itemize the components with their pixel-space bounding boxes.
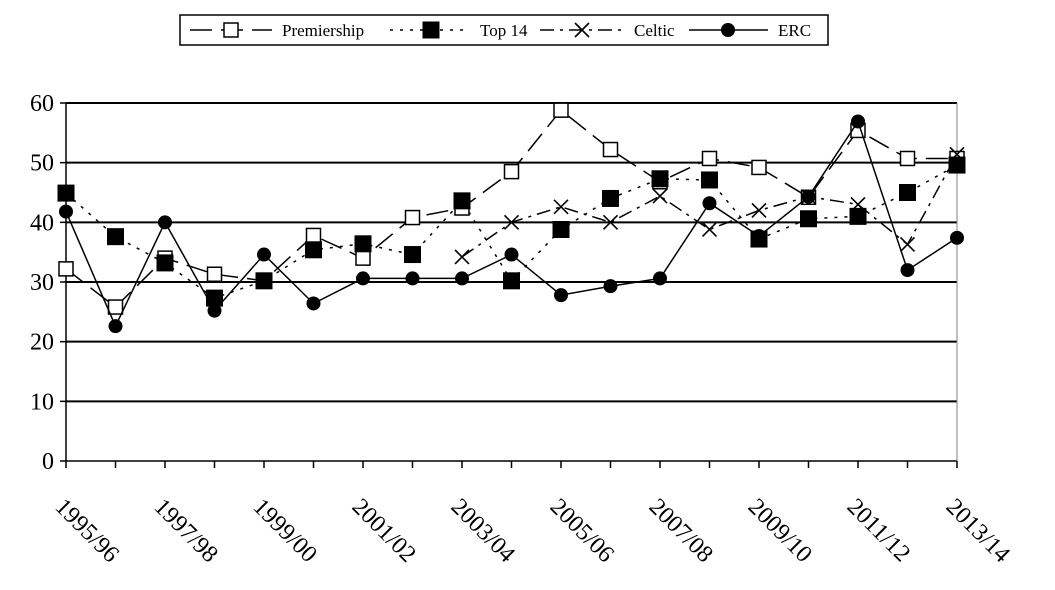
series-line-celtic [461,153,958,258]
legend-marker-erc [721,23,735,37]
legend-marker-premiership [223,22,239,38]
point-erc-11 [603,279,618,294]
legend-marker-top-14 [422,21,440,39]
x-tick-label-1999-00: 1999/00 [248,494,322,568]
point-celtic-10 [553,199,569,215]
point-erc-6 [356,271,370,286]
point-erc-7 [405,271,420,286]
point-premiership-7 [404,209,421,226]
point-erc-5 [306,296,321,311]
x-tick-label-2003-04: 2003/04 [446,494,520,568]
point-erc-3 [207,303,222,318]
point-premiership-17 [899,150,916,167]
series-erc [59,114,964,334]
point-erc-8 [455,271,469,286]
legend: Premiership Top 14 Celtic ERC [179,14,829,46]
x-tick-label-2011-12: 2011/12 [842,494,915,567]
point-erc-9 [504,247,519,262]
legend-entry-premiership: Premiership [190,21,364,40]
y-tick-label-0: 0 [42,449,54,475]
legend-label-erc: ERC [778,21,811,40]
legend-label-premiership: Premiership [282,21,364,40]
point-top-14-8 [453,192,471,210]
legend-entry-celtic: Celtic [540,21,675,40]
x-axis-ticks: 1995/96 1997/98 1999/00 2001/02 2003/04 2005/… [50,461,1015,568]
point-celtic-17 [899,236,916,252]
point-celtic-14 [751,202,767,218]
point-celtic-9 [503,214,520,230]
series-line-erc [65,119,958,329]
point-premiership-5 [305,227,322,244]
y-tick-label-40: 40 [30,210,54,236]
point-premiership-14 [751,159,767,176]
y-tick-label-10: 10 [30,389,54,415]
point-celtic-13 [701,221,718,238]
point-erc-10 [554,288,568,303]
point-premiership-13 [701,150,718,167]
point-premiership-0 [58,261,74,277]
point-top-14-10 [552,220,570,238]
x-tick-label-2005-06: 2005/06 [545,494,619,568]
y-tick-label-30: 30 [30,270,54,296]
point-premiership-11 [602,141,619,158]
point-celtic-16 [850,196,866,212]
point-celtic-8 [454,249,470,265]
point-erc-15 [801,189,816,204]
point-top-14-0 [57,184,75,202]
point-erc-0 [59,204,73,219]
point-premiership-1 [107,299,124,315]
point-erc-1 [108,319,123,334]
point-top-14-16 [849,207,867,225]
point-top-14-11 [602,189,619,207]
point-top-14-4 [255,272,273,290]
point-top-14-5 [305,241,322,259]
point-erc-14 [752,229,766,244]
point-celtic-11 [602,214,619,230]
x-tick-label-2001-02: 2001/02 [347,494,421,568]
point-erc-17 [900,263,915,278]
point-premiership-6 [355,250,371,266]
y-tick-label-50: 50 [30,151,54,177]
point-top-14-15 [800,210,817,228]
point-erc-16 [851,114,865,129]
point-erc-13 [702,196,717,211]
point-erc-2 [158,215,172,230]
series-layer [57,102,966,334]
point-top-14-6 [354,235,372,253]
series-celtic [454,146,965,265]
x-tick-label-2007-08: 2007/08 [644,494,718,568]
point-erc-18 [950,230,964,245]
series-top-14 [57,156,966,307]
y-axis-ticks: 0 10 20 30 40 50 60 [30,91,66,475]
point-erc-12 [653,271,667,286]
point-premiership-9 [503,163,520,180]
legend-label-top-14: Top 14 [480,21,528,40]
point-top-14-2 [156,254,174,272]
legend-entry-erc: ERC [689,21,811,40]
point-premiership-3 [206,266,223,282]
point-premiership-10 [553,102,569,118]
point-erc-4 [257,247,271,262]
legend-entry-top-14: Top 14 [390,21,528,40]
point-top-14-12 [651,170,669,188]
point-celtic-18 [949,146,965,162]
legend-marker-celtic [574,22,590,38]
y-tick-label-20: 20 [30,330,54,356]
point-top-14-17 [899,184,916,201]
y-tick-label-60: 60 [30,91,54,117]
x-tick-label-1995-96: 1995/96 [50,494,124,568]
point-top-14-1 [107,228,124,246]
point-celtic-12 [652,188,668,204]
point-top-14-7 [404,246,421,264]
x-tick-label-2009-10: 2009/10 [743,494,817,568]
point-top-14-9 [503,272,520,290]
legend-label-celtic: Celtic [634,21,675,40]
x-tick-label-1997-98: 1997/98 [149,494,223,568]
x-tick-label-2013-14: 2013/14 [941,494,1015,568]
point-top-14-13 [701,171,718,189]
